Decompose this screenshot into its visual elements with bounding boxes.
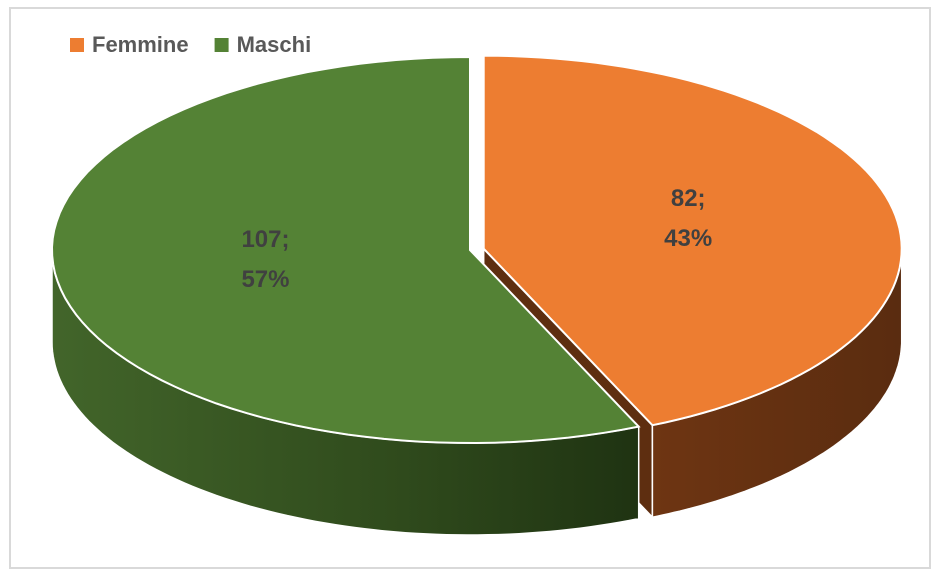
legend-swatch [214,38,229,52]
legend-label: Femmine [92,32,189,57]
slice [50,55,641,445]
legend-label: Maschi [237,32,312,57]
data-label: 107; 57% [241,225,290,293]
legend-swatch [70,38,84,52]
data-label: 82; 43% [664,184,713,252]
slice [482,54,903,427]
